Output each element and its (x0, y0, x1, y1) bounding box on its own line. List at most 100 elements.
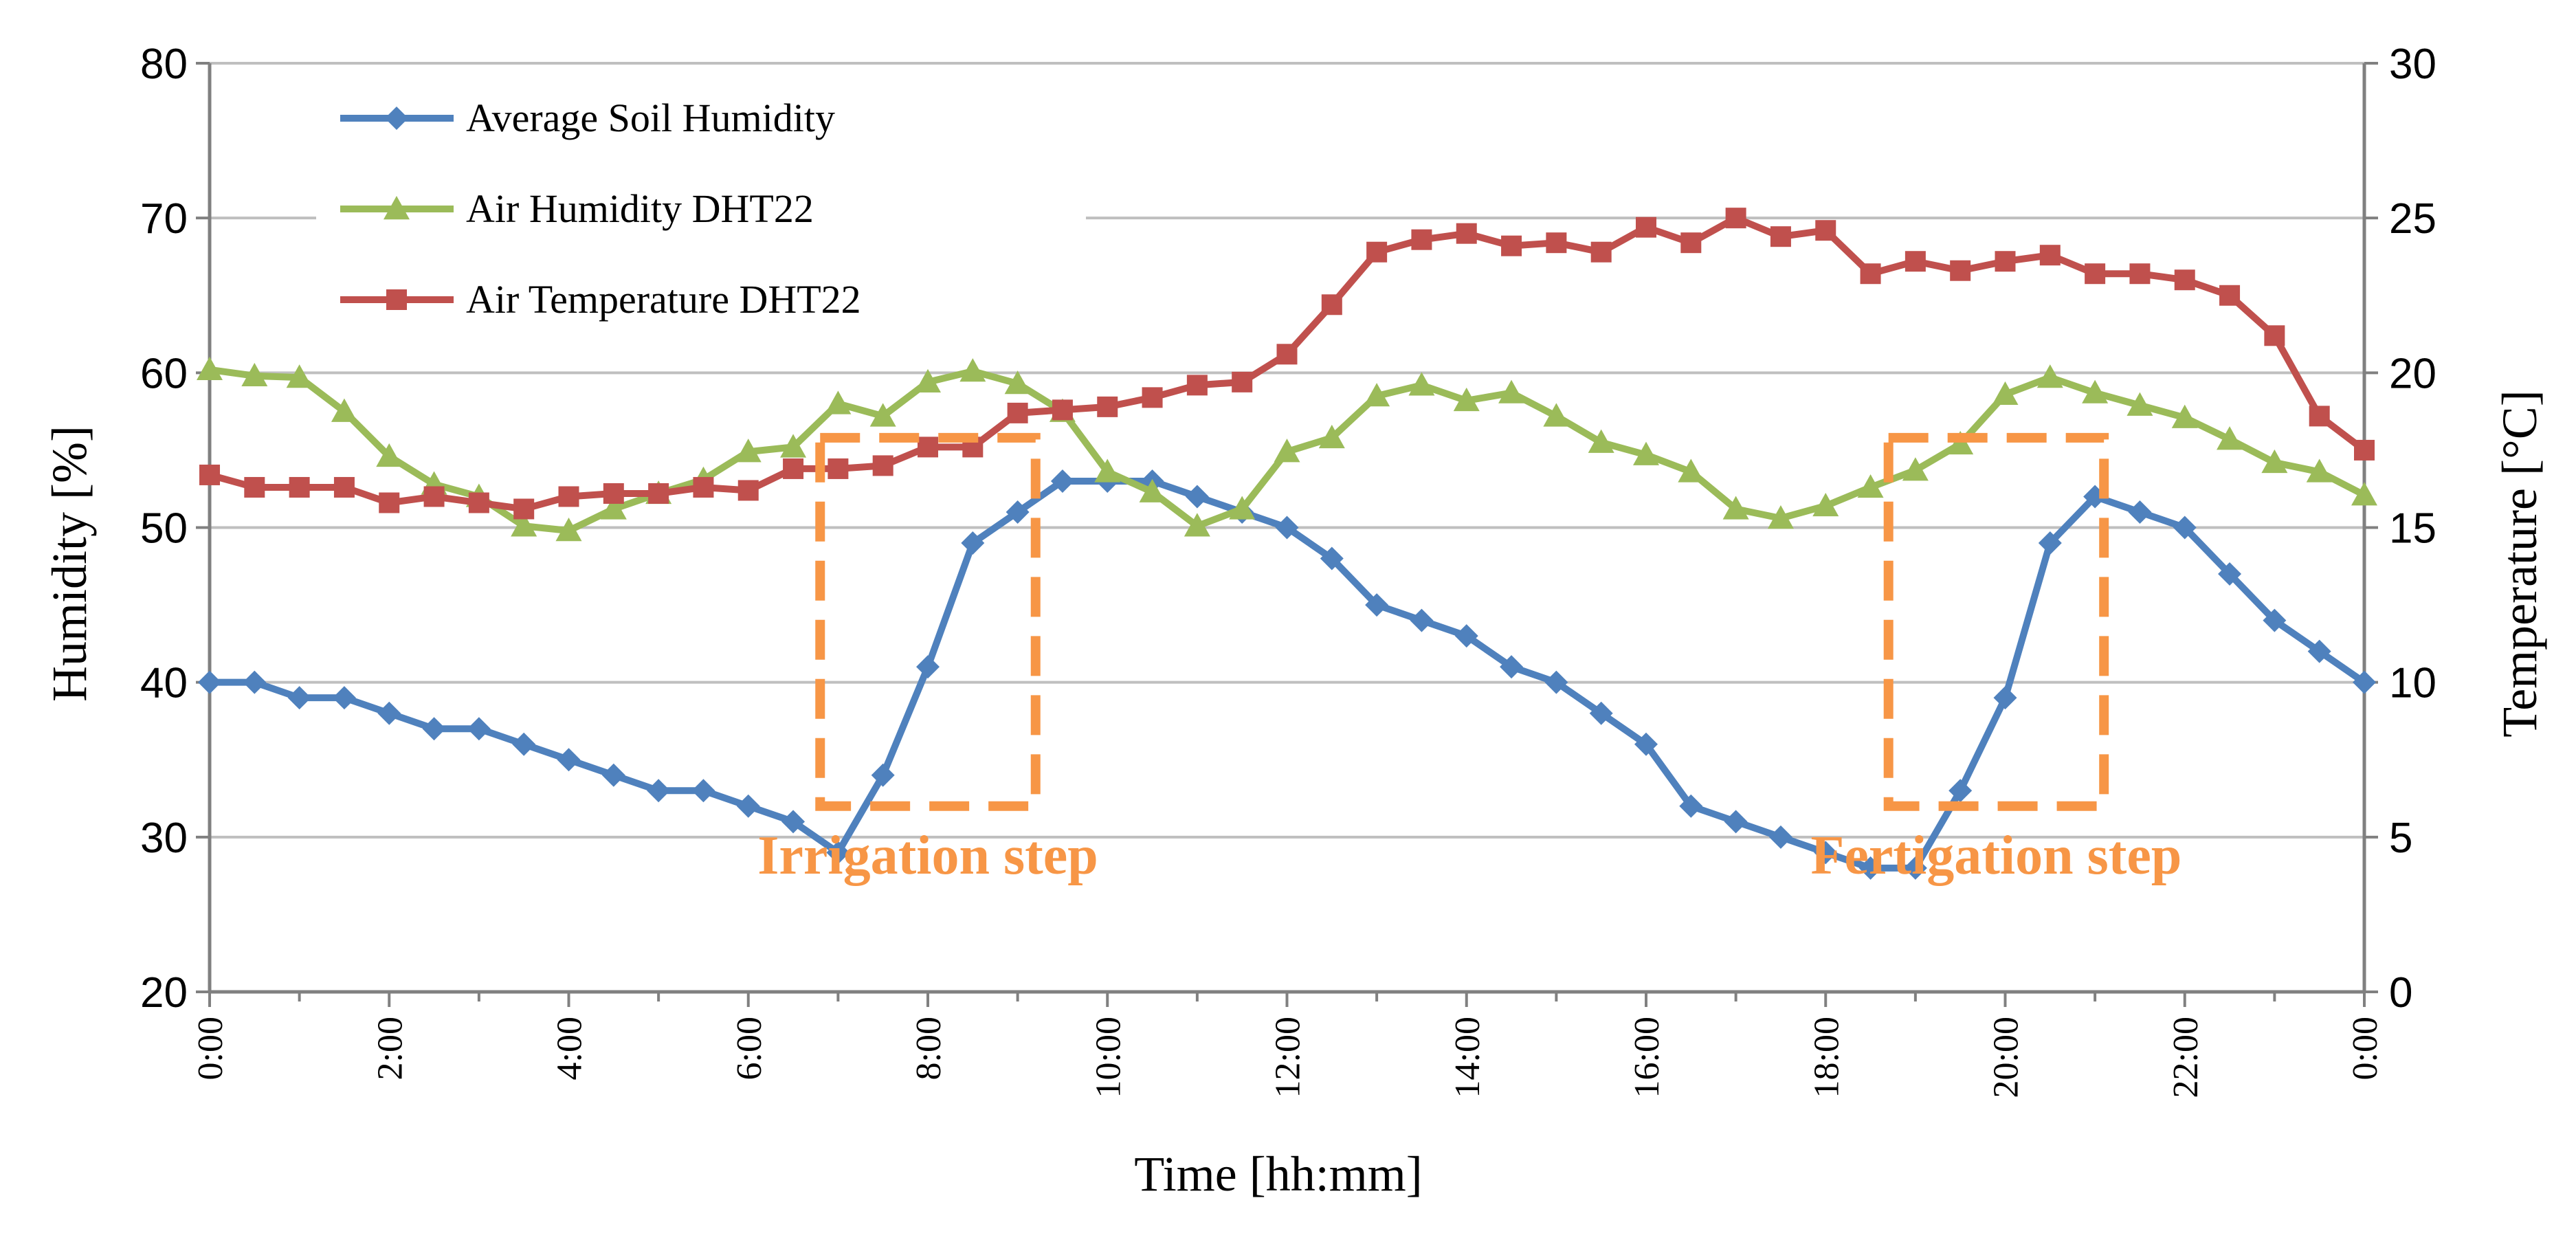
x-tick-label: 2:00 (370, 1017, 410, 1080)
data-point (918, 436, 938, 458)
data-point (377, 701, 401, 725)
data-point (1139, 478, 1166, 502)
data-point (333, 476, 355, 498)
data-point (2353, 670, 2376, 694)
data-point (1453, 387, 1480, 412)
data-point (331, 398, 357, 422)
data-point (869, 403, 896, 427)
data-point (1679, 794, 1703, 818)
data-point (512, 732, 536, 756)
data-point (1321, 294, 1342, 315)
data-point (1050, 469, 1074, 493)
data-point (1501, 235, 1522, 256)
data-point (1411, 229, 1432, 250)
data-point (423, 486, 445, 507)
data-point (872, 455, 893, 476)
data-point (386, 289, 407, 310)
data-point (385, 107, 408, 130)
annotation-box (815, 432, 1041, 811)
y-left-tick-label: 60 (140, 350, 188, 397)
data-point (1993, 686, 2017, 710)
annotation-label: Irrigation step (757, 826, 1098, 886)
x-axis-ticks: 0:00 2:00 4:00 6:00 8:00 10:00 12:00 14:00 16:00… (191, 992, 2385, 1098)
data-point (1814, 841, 1838, 865)
data-point (1318, 424, 1345, 449)
data-point (1007, 402, 1028, 423)
data-point (693, 476, 714, 498)
data-point (1857, 474, 1884, 498)
data-point (1274, 439, 1300, 463)
data-point (2173, 516, 2197, 540)
x-tick-label: 18:00 (1807, 1017, 1846, 1098)
data-point (1722, 496, 1749, 520)
data-point (648, 483, 669, 504)
data-point (422, 717, 446, 741)
data-point (1770, 226, 1791, 247)
data-point (1366, 241, 1388, 263)
data-point (1812, 492, 1839, 517)
data-point (600, 496, 627, 520)
data-point (1408, 372, 1435, 396)
data-point (2082, 379, 2109, 403)
y-axis-right-title: Temperature [°C] (2492, 390, 2547, 738)
data-point (1588, 429, 1614, 453)
data-point (511, 513, 537, 537)
data-point (1725, 208, 1746, 229)
data-point (2306, 458, 2333, 483)
y-left-tick-label: 40 (140, 660, 188, 707)
data-point (243, 670, 267, 694)
x-tick-label: 12:00 (1269, 1017, 1308, 1098)
x-tick-label: 6:00 (730, 1017, 769, 1080)
data-point (1860, 263, 1881, 285)
data-point (1905, 251, 1926, 272)
data-point (2264, 325, 2285, 346)
data-point (1094, 458, 1121, 483)
data-point (1232, 371, 1253, 392)
data-point (1992, 381, 2019, 406)
data-point (959, 358, 986, 382)
data-point (1544, 670, 1568, 694)
data-point (1543, 403, 1570, 427)
data-point (1546, 232, 1567, 254)
annotation-irrigation-step: Irrigation step (757, 432, 1098, 886)
data-point (691, 779, 715, 803)
data-point (557, 748, 581, 772)
data-point (555, 518, 582, 542)
x-tick-label: 8:00 (909, 1017, 948, 1080)
data-point (781, 810, 806, 834)
data-point (241, 362, 268, 387)
data-point (1636, 217, 1656, 238)
x-tick-label: 4:00 (551, 1017, 590, 1080)
y-right-tick-label: 0 (2389, 969, 2412, 1017)
data-point (1902, 457, 1929, 481)
data-point (1767, 505, 1794, 529)
x-axis-title: Time [hh:mm] (1134, 1147, 1422, 1202)
data-point (197, 356, 223, 381)
x-tick-label: 10:00 (1089, 1017, 1128, 1098)
y-right-tick-label: 10 (2389, 660, 2436, 707)
data-point (2309, 406, 2330, 427)
data-point (1186, 375, 1208, 396)
y-left-tick-label: 50 (140, 505, 188, 553)
data-point (603, 483, 624, 504)
data-point (1589, 701, 1613, 725)
data-point (1276, 344, 1298, 365)
data-point (1410, 608, 1434, 632)
data-point (735, 439, 762, 463)
y-left-tick-label: 20 (140, 969, 188, 1017)
data-point (647, 779, 671, 803)
data-point (1498, 379, 1525, 403)
x-tick-label: 0:00 (2346, 1017, 2385, 1080)
data-point (1768, 825, 1792, 849)
data-point (2218, 562, 2242, 586)
series-air-temperature-dht22 (199, 208, 2375, 520)
data-point (916, 655, 940, 679)
data-point (1948, 779, 1973, 803)
y-right-tick-label: 25 (2389, 195, 2436, 243)
data-point (1052, 399, 1073, 421)
data-point (2038, 531, 2062, 555)
y-left-tick-label: 70 (140, 195, 188, 243)
data-point (1365, 593, 1389, 617)
data-point (783, 458, 804, 479)
